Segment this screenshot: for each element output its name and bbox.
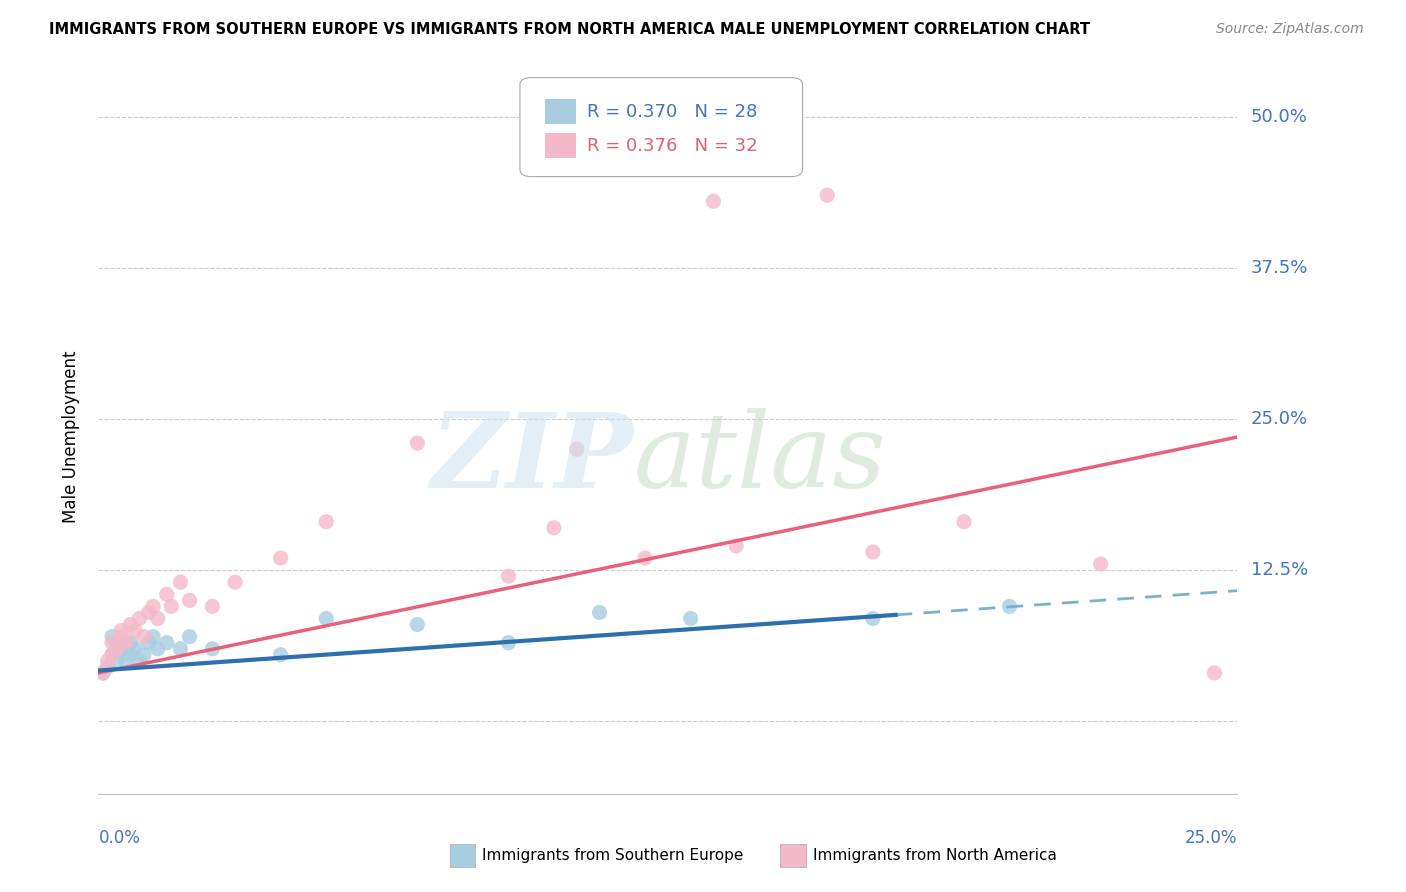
Point	[146, 641, 169, 656]
Point	[315, 515, 337, 529]
Text: Source: ZipAtlas.com: Source: ZipAtlas.com	[1216, 22, 1364, 37]
Point	[124, 624, 146, 638]
Point	[91, 665, 114, 680]
Point	[156, 636, 179, 650]
Text: 50.0%: 50.0%	[1251, 108, 1308, 126]
Point	[101, 630, 124, 644]
Text: IMMIGRANTS FROM SOUTHERN EUROPE VS IMMIGRANTS FROM NORTH AMERICA MALE UNEMPLOYME: IMMIGRANTS FROM SOUTHERN EUROPE VS IMMIG…	[49, 22, 1090, 37]
Point	[105, 636, 128, 650]
Text: 25.0%: 25.0%	[1185, 829, 1237, 847]
Point	[725, 539, 748, 553]
Point	[679, 611, 702, 625]
Text: Immigrants from North America: Immigrants from North America	[813, 848, 1056, 863]
Text: 25.0%: 25.0%	[1251, 410, 1308, 428]
Point	[224, 575, 246, 590]
Point	[101, 648, 124, 662]
Y-axis label: Male Unemployment: Male Unemployment	[62, 351, 80, 524]
Point	[315, 611, 337, 625]
Point	[110, 624, 132, 638]
Point	[114, 654, 136, 668]
Point	[998, 599, 1021, 614]
Point	[132, 630, 155, 644]
Point	[634, 551, 657, 566]
Point	[101, 636, 124, 650]
Point	[160, 599, 183, 614]
Text: 37.5%: 37.5%	[1251, 259, 1309, 277]
Point	[91, 665, 114, 680]
Text: Immigrants from Southern Europe: Immigrants from Southern Europe	[482, 848, 744, 863]
Point	[953, 515, 976, 529]
Point	[96, 660, 118, 674]
Point	[156, 587, 179, 601]
Point	[1204, 665, 1226, 680]
Point	[169, 641, 191, 656]
Point	[120, 636, 142, 650]
Point	[543, 521, 565, 535]
Point	[142, 630, 165, 644]
Point	[565, 442, 588, 457]
Text: 0.0%: 0.0%	[98, 829, 141, 847]
Point	[862, 611, 884, 625]
Point	[105, 641, 128, 656]
Point	[128, 654, 150, 668]
Point	[270, 648, 292, 662]
Point	[702, 194, 724, 209]
Point	[862, 545, 884, 559]
Point	[179, 593, 201, 607]
Point	[138, 606, 160, 620]
Point	[498, 636, 520, 650]
Point	[146, 611, 169, 625]
Point	[201, 599, 224, 614]
Point	[142, 599, 165, 614]
Point	[101, 648, 124, 662]
Point	[105, 654, 128, 668]
Point	[815, 188, 838, 202]
Point	[201, 641, 224, 656]
Point	[110, 641, 132, 656]
Point	[138, 636, 160, 650]
Point	[124, 641, 146, 656]
Point	[120, 617, 142, 632]
Point	[1090, 557, 1112, 571]
Point	[406, 436, 429, 450]
Point	[498, 569, 520, 583]
Point	[114, 636, 136, 650]
Text: R = 0.376   N = 32: R = 0.376 N = 32	[588, 136, 758, 154]
Point	[588, 606, 610, 620]
Text: R = 0.370   N = 28: R = 0.370 N = 28	[588, 103, 758, 120]
Point	[128, 611, 150, 625]
Text: ZIP: ZIP	[430, 408, 634, 509]
Point	[270, 551, 292, 566]
Point	[110, 630, 132, 644]
Text: 12.5%: 12.5%	[1251, 561, 1308, 579]
Point	[406, 617, 429, 632]
Text: atlas: atlas	[634, 408, 886, 509]
Point	[179, 630, 201, 644]
Point	[96, 654, 118, 668]
Point	[169, 575, 191, 590]
Point	[120, 648, 142, 662]
Point	[132, 648, 155, 662]
